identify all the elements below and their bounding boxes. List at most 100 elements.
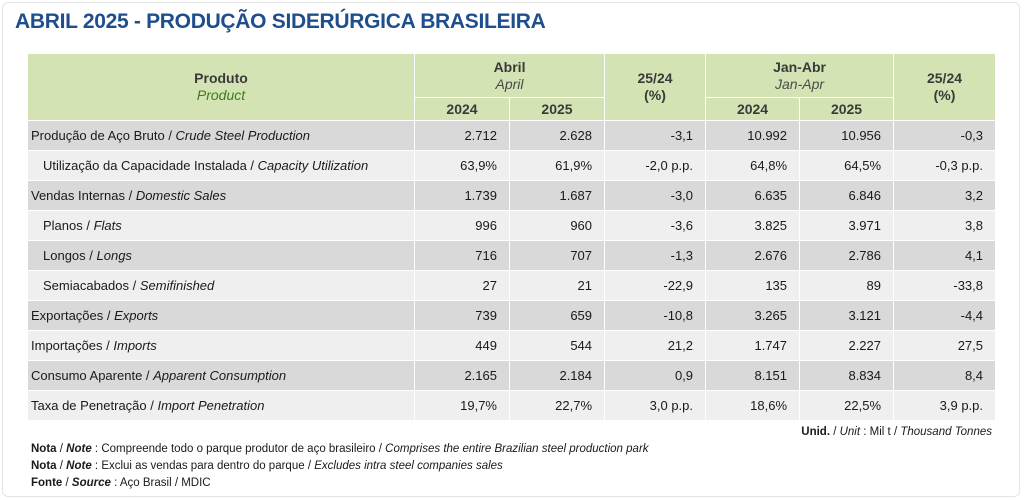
table-row: Produção de Aço Bruto / Crude Steel Prod… [27, 120, 997, 151]
cell-ytd-change: 4,1 [893, 240, 997, 271]
row-label: Taxa de Penetração / Import Penetration [27, 390, 415, 421]
cell-ytd-2025: 8.834 [799, 360, 895, 391]
unit-note: Unid. / Unit : Mil t / Thousand Tonnes [801, 426, 992, 438]
row-label: Vendas Internas / Domestic Sales [27, 180, 415, 211]
table-row: Importações / Imports 449 544 21,2 1.747… [27, 330, 997, 361]
cell-month-2025: 2.628 [508, 120, 606, 151]
cell-month-2025: 2.184 [508, 360, 606, 391]
cell-month-change: 3,0 p.p. [604, 390, 707, 421]
header-month-2024: 2024 [414, 97, 510, 121]
header-month-pt: Abril [493, 58, 526, 75]
cell-month-2025: 707 [508, 240, 606, 271]
cell-ytd-2024: 6.635 [705, 180, 801, 211]
row-label: Consumo Aparente / Apparent Consumption [27, 360, 415, 391]
cell-month-change: 21,2 [604, 330, 707, 361]
steel-production-table: Produto Product Abril April 25/24 (%) Ja… [27, 53, 997, 421]
source-note: Fonte / Source : Aço Brasil / MDIC [31, 477, 211, 489]
table-row: Consumo Aparente / Apparent Consumption … [27, 360, 997, 391]
table-row: Utilização da Capacidade Instalada / Cap… [27, 150, 997, 181]
cell-ytd-2024: 1.747 [705, 330, 801, 361]
cell-ytd-2024: 3.825 [705, 210, 801, 241]
header-ytd-2025: 2025 [799, 97, 895, 121]
header-month-en: April [495, 75, 524, 92]
cell-month-change: -3,1 [604, 120, 707, 151]
cell-ytd-2024: 3.265 [705, 300, 801, 331]
row-label: Importações / Imports [27, 330, 415, 361]
cell-ytd-change: 3,2 [893, 180, 997, 211]
cell-month-change: -10,8 [604, 300, 707, 331]
cell-month-2024: 27 [414, 270, 510, 301]
cell-month-change: -3,6 [604, 210, 707, 241]
table-row: Exportações / Exports 739 659 -10,8 3.26… [27, 300, 997, 331]
cell-ytd-change: -0,3 [893, 120, 997, 151]
cell-month-change: 0,9 [604, 360, 707, 391]
cell-ytd-2025: 89 [799, 270, 895, 301]
cell-month-2025: 61,9% [508, 150, 606, 181]
header-product-pt: Produto [194, 70, 248, 86]
cell-month-change: -3,0 [604, 180, 707, 211]
footnotes: Nota / Note : Compreende todo o parque p… [31, 441, 649, 492]
header-product-en: Product [196, 87, 246, 103]
cell-ytd-2024: 10.992 [705, 120, 801, 151]
cell-ytd-change: 8,4 [893, 360, 997, 391]
cell-month-2024: 2.712 [414, 120, 510, 151]
header-ytd-change: 25/24 (%) [893, 53, 997, 121]
table-row: Longos / Longs 716 707 -1,3 2.676 2.786 … [27, 240, 997, 271]
cell-ytd-change: -33,8 [893, 270, 997, 301]
table-row: Taxa de Penetração / Import Penetration … [27, 390, 997, 421]
cell-ytd-2025: 3.971 [799, 210, 895, 241]
table-row: Planos / Flats 996 960 -3,6 3.825 3.971 … [27, 210, 997, 241]
cell-ytd-change: -0,3 p.p. [893, 150, 997, 181]
header-ytd-2024: 2024 [705, 97, 801, 121]
cell-month-change: -22,9 [604, 270, 707, 301]
cell-ytd-2025: 10.956 [799, 120, 895, 151]
row-label: Produção de Aço Bruto / Crude Steel Prod… [27, 120, 415, 151]
cell-month-2025: 1.687 [508, 180, 606, 211]
cell-month-2024: 996 [414, 210, 510, 241]
header-product: Produto Product [27, 53, 415, 121]
footnote: Nota / Note : Exclui as vendas para dent… [31, 460, 503, 472]
footnote: Nota / Note : Compreende todo o parque p… [31, 443, 649, 455]
cell-ytd-2024: 18,6% [705, 390, 801, 421]
header-ytd-en: Jan-Apr [775, 75, 825, 92]
cell-month-2024: 63,9% [414, 150, 510, 181]
cell-ytd-2024: 64,8% [705, 150, 801, 181]
cell-month-2025: 544 [508, 330, 606, 361]
cell-month-2024: 739 [414, 300, 510, 331]
cell-ytd-2025: 22,5% [799, 390, 895, 421]
cell-month-2024: 449 [414, 330, 510, 361]
cell-month-change: -1,3 [604, 240, 707, 271]
cell-month-change: -2,0 p.p. [604, 150, 707, 181]
cell-ytd-change: 27,5 [893, 330, 997, 361]
row-label: Planos / Flats [27, 210, 415, 241]
cell-month-2024: 2.165 [414, 360, 510, 391]
cell-month-2025: 659 [508, 300, 606, 331]
table-row: Vendas Internas / Domestic Sales 1.739 1… [27, 180, 997, 211]
cell-ytd-2025: 2.227 [799, 330, 895, 361]
header-month-change: 25/24 (%) [604, 53, 707, 121]
header-month: Abril April [413, 53, 606, 98]
header-month-2025: 2025 [508, 97, 606, 121]
cell-month-2025: 22,7% [508, 390, 606, 421]
page-title: ABRIL 2025 - PRODUÇÃO SIDERÚRGICA BRASIL… [15, 10, 546, 33]
cell-month-2025: 960 [508, 210, 606, 241]
cell-ytd-2024: 2.676 [705, 240, 801, 271]
cell-month-2025: 21 [508, 270, 606, 301]
cell-ytd-2024: 8.151 [705, 360, 801, 391]
table-row: Semiacabados / Semifinished 27 21 -22,9 … [27, 270, 997, 301]
row-label: Exportações / Exports [27, 300, 415, 331]
cell-ytd-2025: 64,5% [799, 150, 895, 181]
cell-ytd-change: 3,9 p.p. [893, 390, 997, 421]
row-label: Longos / Longs [27, 240, 415, 271]
cell-ytd-change: -4,4 [893, 300, 997, 331]
header-ytd-pt: Jan-Abr [773, 58, 826, 75]
cell-ytd-2025: 6.846 [799, 180, 895, 211]
row-label: Utilização da Capacidade Instalada / Cap… [27, 150, 415, 181]
cell-ytd-2025: 2.786 [799, 240, 895, 271]
cell-ytd-2025: 3.121 [799, 300, 895, 331]
cell-month-2024: 19,7% [414, 390, 510, 421]
cell-month-2024: 1.739 [414, 180, 510, 211]
cell-ytd-change: 3,8 [893, 210, 997, 241]
header-ytd: Jan-Abr Jan-Apr [705, 53, 895, 98]
